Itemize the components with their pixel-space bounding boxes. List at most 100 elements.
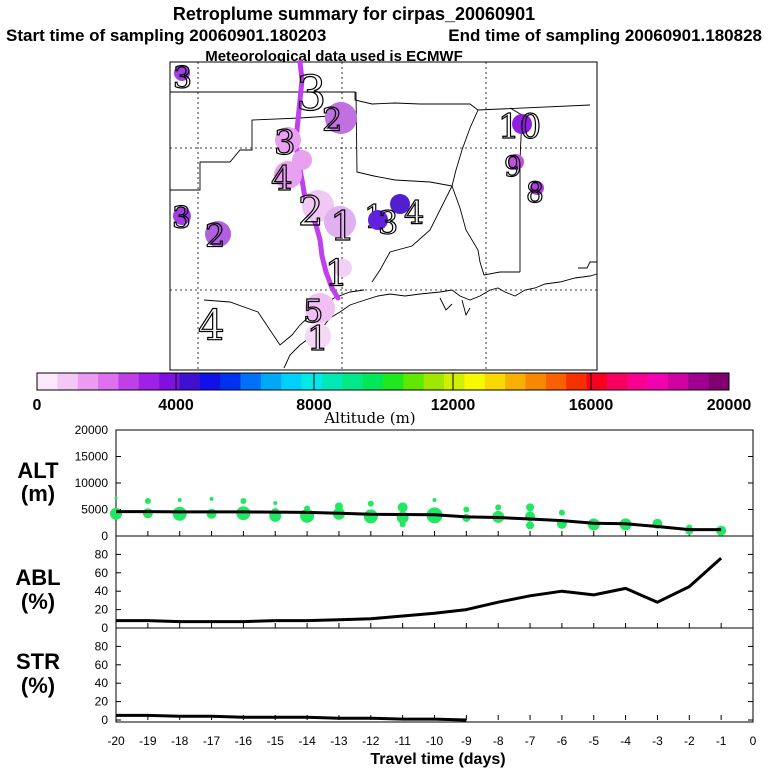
colorbar-cell (260, 373, 282, 390)
y-tick-label: 20 (95, 603, 109, 617)
day-marker-number: 3 (173, 61, 192, 96)
y-tick-label: 40 (95, 676, 109, 690)
altitude-scatter-point (526, 521, 535, 530)
colorbar-cell (362, 373, 384, 390)
altitude-scatter-point (495, 504, 502, 511)
coastline (283, 273, 598, 369)
day-marker-number: 2 (298, 189, 323, 235)
x-tick-label: -7 (525, 734, 536, 748)
y-tick-label: 20000 (75, 423, 109, 437)
x-tick-label: -10 (426, 734, 444, 748)
day-marker-number: 3 (378, 204, 398, 242)
x-tick-label: -11 (394, 734, 411, 748)
day-marker-number: 9 (504, 150, 522, 183)
colorbar-axis-label: Altitude (m) (323, 409, 415, 427)
colorbar-cell (403, 373, 425, 390)
day-marker: 3 (171, 200, 191, 236)
abl-panel-unit: (%) (21, 589, 55, 614)
y-tick-label: 0 (101, 529, 108, 543)
day-marker: 1 (324, 203, 356, 251)
y-tick-label: 10000 (75, 476, 109, 490)
altitude-scatter-point (206, 508, 217, 519)
colorbar-tick-label: 12000 (431, 397, 476, 414)
y-tick-label: 5000 (81, 503, 108, 517)
day-marker: 9 (503, 149, 524, 184)
day-marker: 3 (368, 203, 399, 243)
y-tick-label: 80 (95, 639, 109, 653)
altitude-scatter-point (397, 502, 408, 513)
day-marker: 10 (497, 106, 541, 147)
x-tick-label: -2 (684, 734, 695, 748)
x-tick-label: -15 (267, 734, 285, 748)
altitude-scatter-point (177, 497, 182, 502)
colorbar-tick-label: 0 (33, 397, 42, 414)
met-data-source: Meteorological data used is ECMWF (205, 48, 463, 65)
day-marker: 3 (172, 60, 192, 96)
colorbar-cell (301, 373, 323, 390)
x-tick-label: -13 (330, 734, 348, 748)
x-tick-label: -5 (588, 734, 599, 748)
y-tick-label: 60 (95, 658, 109, 672)
time-series-panels: ALT (m) ABL (%) STR (%) 0 5000 10000 15000 2… (15, 423, 756, 768)
colorbar-cell (667, 373, 689, 390)
day-marker: 4 (197, 300, 225, 350)
x-axis-title: Travel time (days) (370, 751, 505, 768)
str-panel-label: STR (16, 649, 60, 674)
day-marker-number: 4 (198, 301, 225, 350)
colorbar-tick-label: 16000 (569, 397, 614, 414)
x-tick-label: -6 (557, 734, 568, 748)
x-tick-label: -9 (461, 734, 472, 748)
colorbar-cell (118, 373, 140, 390)
day-marker-number: 10 (498, 107, 541, 147)
figure-title: Retroplume summary for cirpas_20060901 (173, 4, 535, 24)
x-tick-label: -3 (652, 734, 663, 748)
day-marker-circle (274, 161, 302, 189)
altitude-scatter-point (273, 501, 278, 506)
day-marker-number: 4 (404, 194, 424, 232)
x-tick-label: -16 (235, 734, 253, 748)
colorbar-cell (484, 373, 506, 390)
colorbar-cell (505, 373, 526, 390)
retroplume-map: 3 3 2 3 4 2 1 1 (169, 59, 598, 371)
altitude-scatter-point (114, 496, 118, 500)
colorbar-cell (688, 373, 709, 390)
day-marker: 5 (302, 291, 335, 331)
x-tick-label: -12 (362, 734, 380, 748)
colorbar-cell (566, 373, 587, 390)
panels-frame (115, 429, 754, 723)
day-marker: 1 (305, 318, 331, 360)
day-marker-number: 3 (296, 66, 327, 122)
str-panel-unit: (%) (21, 673, 55, 698)
altitude-scatter-point (144, 498, 151, 505)
colorbar-cell (77, 373, 99, 390)
colorbar-cell (57, 373, 79, 390)
y-tick-label: 60 (95, 566, 109, 580)
y-tick-label: 0 (101, 713, 108, 727)
x-tick-label: 0 (750, 734, 757, 748)
day-marker-circle (302, 190, 334, 222)
day-marker-circle (292, 150, 312, 170)
colorbar-cell (586, 373, 608, 390)
day-marker: 4 (270, 158, 302, 200)
day-marker-number: 5 (303, 292, 323, 330)
day-marker-number: 3 (172, 201, 191, 236)
altitude-scatter-point (367, 500, 374, 507)
altitude-scatter-point (399, 521, 406, 528)
day-marker-circle (390, 194, 410, 214)
altitude-scatter-point (209, 496, 214, 501)
day-marker-number: 1 (307, 319, 329, 359)
altitude-scatter-point (463, 506, 470, 513)
x-tick-label: -18 (171, 734, 189, 748)
colorbar-cell (98, 373, 119, 390)
day-marker: 3 (273, 122, 301, 164)
day-marker: 2 (204, 216, 231, 256)
altitude-scatter-point (558, 509, 565, 516)
colorbar-cell (281, 373, 302, 390)
x-tick-label: -1 (716, 734, 727, 748)
y-tick-label: 15000 (75, 450, 109, 464)
day-marker-circle (508, 154, 524, 170)
day-marker-circle (174, 65, 190, 81)
day-marker-number: 4 (271, 159, 293, 199)
chart-marks: 0 5000 10000 15000 20000 0 20 40 60 80 0 20 40 60 80 -2… (75, 423, 757, 748)
